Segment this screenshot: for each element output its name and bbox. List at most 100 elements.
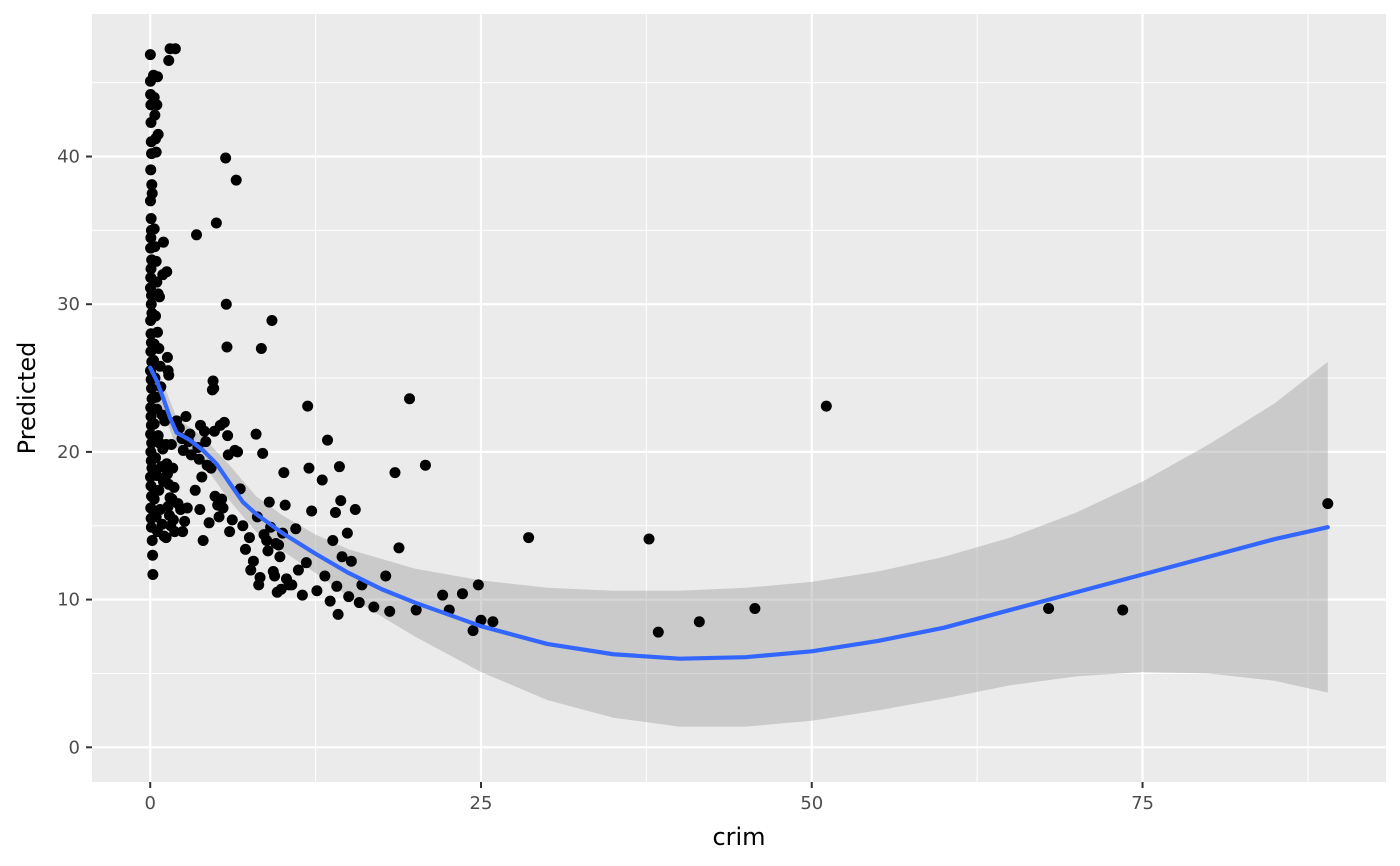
data-point-13 — [145, 232, 157, 244]
data-point-0 — [144, 49, 156, 61]
data-point-125 — [181, 502, 193, 514]
data-point-187 — [278, 467, 290, 479]
data-point-238 — [1043, 602, 1055, 614]
data-point-146 — [213, 511, 225, 523]
data-point-127 — [189, 484, 201, 496]
plot-panel — [92, 14, 1386, 782]
data-point-167 — [250, 428, 262, 440]
data-point-237 — [820, 400, 832, 412]
data-point-70 — [150, 391, 162, 403]
data-point-47 — [147, 568, 159, 580]
data-point-210 — [336, 551, 348, 563]
data-point-175 — [262, 545, 274, 557]
data-point-109 — [168, 481, 180, 493]
data-point-29 — [146, 382, 158, 394]
data-point-45 — [146, 535, 158, 547]
x-axis-title: crim — [712, 823, 765, 851]
data-point-176 — [263, 496, 275, 508]
data-point-236 — [749, 602, 761, 614]
data-point-63 — [151, 326, 163, 338]
data-point-202 — [322, 434, 334, 446]
data-point-88 — [159, 415, 171, 427]
y-tick-label-4: 40 — [57, 147, 80, 168]
data-point-57 — [149, 241, 161, 253]
data-point-178 — [266, 314, 278, 326]
data-point-148 — [216, 493, 228, 505]
smooth-fit-line — [148, 365, 1330, 661]
data-point-191 — [286, 579, 298, 591]
data-point-207 — [332, 608, 344, 620]
data-point-217 — [368, 601, 380, 613]
y-tick-label-1: 10 — [57, 590, 80, 611]
data-point-204 — [327, 535, 339, 547]
data-point-215 — [353, 597, 365, 609]
data-point-174 — [261, 535, 273, 547]
data-point-154 — [222, 430, 234, 442]
data-point-225 — [437, 589, 449, 601]
data-point-10 — [144, 195, 156, 207]
data-point-82 — [148, 493, 160, 505]
data-point-126 — [191, 229, 203, 241]
data-point-203 — [324, 595, 336, 607]
data-point-120 — [177, 526, 189, 538]
data-point-149 — [217, 502, 229, 514]
data-point-108 — [167, 462, 179, 474]
data-point-194 — [296, 589, 308, 601]
data-point-157 — [226, 514, 238, 526]
data-point-197 — [303, 462, 315, 474]
data-point-156 — [224, 526, 236, 538]
data-point-107 — [165, 439, 177, 451]
data-point-81 — [153, 484, 165, 496]
data-point-170 — [254, 571, 266, 583]
data-point-234 — [652, 626, 664, 638]
data-point-112 — [169, 526, 181, 538]
axes: 0 25 50 75 0 10 20 30 40 — [57, 147, 1154, 814]
data-point-73 — [148, 418, 160, 430]
data-point-62 — [150, 310, 162, 322]
data-point-135 — [200, 436, 212, 448]
data-point-100 — [163, 369, 175, 381]
data-point-228 — [467, 625, 479, 637]
data-point-232 — [523, 532, 535, 544]
data-point-46 — [147, 549, 159, 561]
data-point-188 — [279, 499, 291, 511]
data-point-193 — [292, 564, 304, 576]
smooth-line-layer — [148, 365, 1330, 661]
data-point-152 — [220, 298, 232, 310]
y-tick-label-0: 0 — [69, 737, 80, 758]
data-point-7 — [145, 164, 157, 176]
data-point-77 — [150, 452, 162, 464]
data-point-98 — [161, 351, 173, 363]
data-point-231 — [487, 616, 499, 628]
data-point-58 — [150, 255, 162, 267]
data-point-131 — [196, 471, 208, 483]
data-point-138 — [205, 462, 217, 474]
data-point-218 — [380, 570, 392, 582]
data-point-239 — [1117, 604, 1129, 616]
data-point-209 — [335, 495, 347, 507]
data-point-97 — [160, 532, 172, 544]
data-point-134 — [198, 425, 210, 437]
data-point-198 — [306, 505, 318, 517]
data-point-111 — [167, 514, 179, 526]
data-point-214 — [349, 504, 361, 516]
data-point-172 — [257, 447, 269, 459]
x-tick-label-0: 0 — [144, 793, 155, 814]
data-point-220 — [389, 467, 401, 479]
data-point-235 — [693, 616, 705, 628]
data-point-199 — [311, 585, 323, 597]
data-point-119 — [179, 515, 191, 527]
data-point-205 — [329, 506, 341, 518]
data-point-212 — [343, 591, 355, 603]
data-point-165 — [245, 564, 257, 576]
data-point-53 — [151, 99, 163, 111]
data-point-221 — [393, 542, 405, 554]
data-point-133 — [197, 535, 209, 547]
data-point-240 — [1322, 498, 1334, 510]
data-point-132 — [194, 504, 206, 516]
data-point-183 — [273, 539, 285, 551]
data-point-159 — [230, 174, 242, 186]
data-point-105 — [169, 43, 181, 55]
